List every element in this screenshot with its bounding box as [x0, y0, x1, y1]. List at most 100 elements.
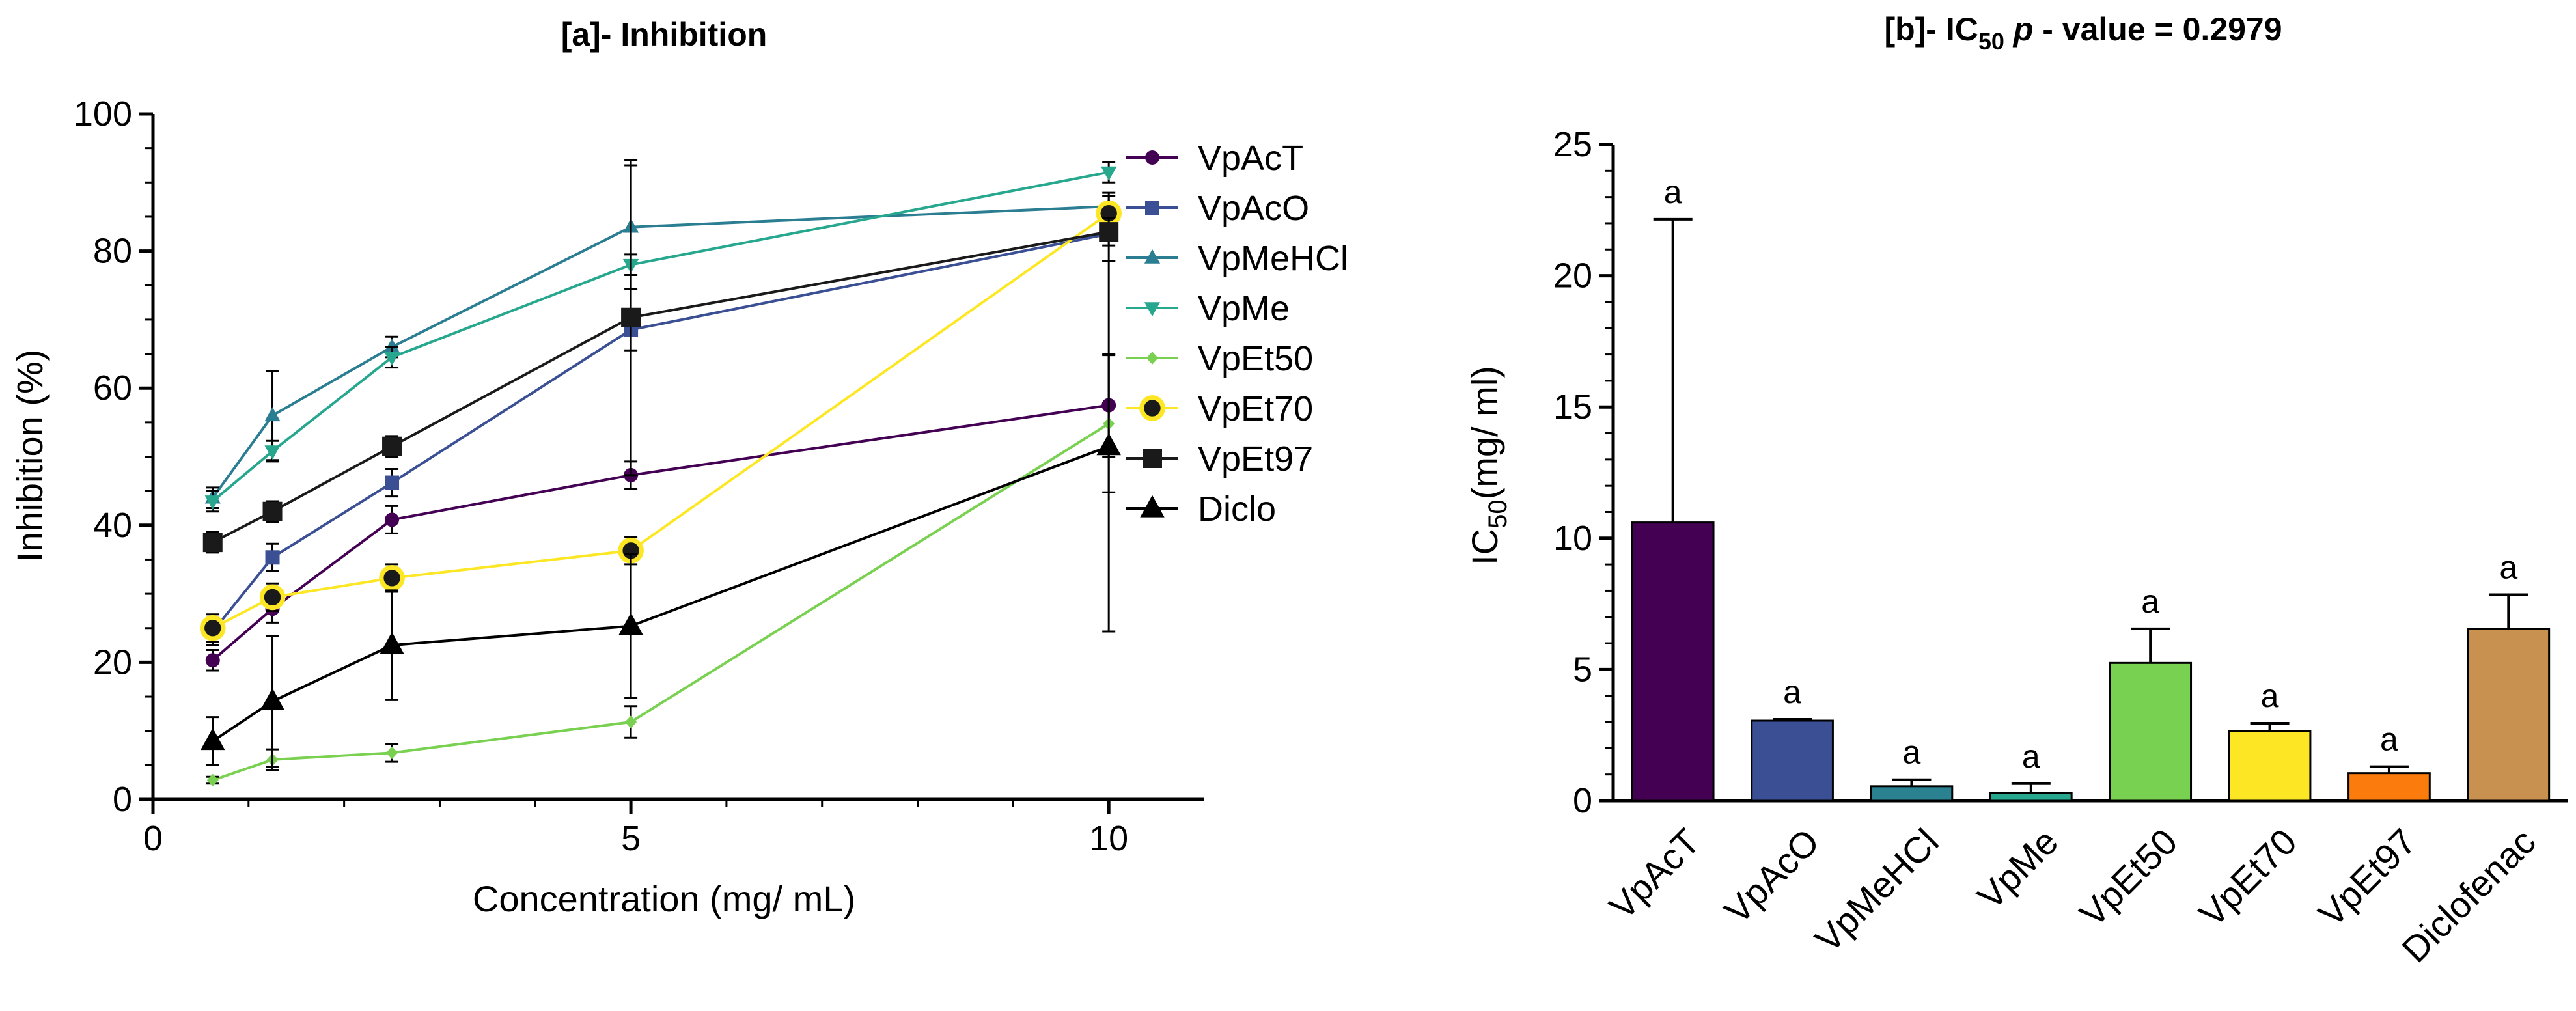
- panel-b-y-tick-label: 20: [1553, 256, 1592, 296]
- panel-b-ic50-chart: 0 5 10 15 20 25 a VpAcT a VpAcO a VpMeHCl a VpMe a VpEt…: [1553, 125, 2568, 970]
- sig-label-VpAcO: a: [1783, 674, 1801, 710]
- legend-label-VpMe: VpMe: [1198, 289, 1290, 328]
- marker-square: [1143, 449, 1162, 468]
- bar-group-VpEt97: a VpEt97: [2310, 721, 2431, 934]
- marker-circle: [385, 512, 400, 527]
- marker-ring: [199, 615, 226, 641]
- marker-square: [262, 501, 283, 521]
- marker-triangle-up: [1096, 433, 1121, 456]
- panel-a-x-tick-label: 10: [1089, 819, 1128, 858]
- series-line-VpAcT: [212, 404, 1109, 661]
- panel-a-inhibition-chart: 0 20 40 60 80 100 0 5 10 VpAcT VpAcO VpMeHCl VpMe VpE…: [74, 94, 1348, 858]
- marker-diamond: [1146, 352, 1158, 365]
- marker-triangle-down: [1101, 166, 1117, 181]
- marker-circle: [1145, 150, 1159, 165]
- series-line-VpEt70: [212, 212, 1110, 630]
- series-Diclo: [201, 260, 1121, 768]
- sig-label-VpEt70: a: [2261, 678, 2279, 714]
- x-category-label-VpMeHCl: VpMeHCl: [1807, 821, 1946, 960]
- legend-label-VpAcT: VpAcT: [1198, 139, 1303, 178]
- panel-b-ylabel-sub: 50: [1484, 499, 1512, 529]
- sig-label-VpMe: a: [2022, 738, 2040, 775]
- legend-label-VpEt97: VpEt97: [1198, 439, 1313, 478]
- marker-square: [385, 475, 400, 490]
- marker-diamond: [386, 746, 398, 760]
- marker-triangle-up: [380, 631, 404, 654]
- marker-square: [382, 436, 402, 456]
- panel-a-x-tick-label: 0: [143, 819, 163, 858]
- bar-group-VpEt50: a VpEt50: [2071, 583, 2193, 934]
- panel-b-title: [b]- IC50 p - value = 0.2979: [1884, 11, 2282, 55]
- x-category-label-VpEt97: VpEt97: [2310, 821, 2424, 934]
- series-VpAcT: [205, 353, 1116, 672]
- bar-group-VpEt70: a VpEt70: [2191, 678, 2312, 934]
- panel-b-y-tick-label: 0: [1573, 781, 1592, 820]
- marker-triangle-up: [201, 728, 225, 751]
- marker-triangle-up: [618, 613, 643, 635]
- marker-diamond: [206, 773, 219, 787]
- series-VpAcO: [205, 205, 1116, 646]
- sig-label-Diclofenac: a: [2499, 549, 2517, 585]
- panel-a-ylabel: Inhibition (%): [9, 350, 50, 562]
- marker-triangle-up: [1144, 249, 1161, 264]
- marker-ring: [1139, 395, 1165, 421]
- series-line-VpEt50: [212, 422, 1110, 782]
- legend-label-Diclo: Diclo: [1198, 490, 1276, 529]
- legend-label-VpEt70: VpEt70: [1198, 389, 1313, 428]
- marker-diamond: [625, 715, 637, 728]
- marker-triangle-up: [1140, 495, 1165, 518]
- marker-square: [265, 550, 280, 565]
- marker-triangle-down: [1144, 302, 1161, 317]
- series-VpEt50: [206, 354, 1116, 787]
- panel-b-ylabel: IC50(mg/ ml): [1464, 366, 1512, 565]
- legend-label-VpAcO: VpAcO: [1198, 189, 1309, 228]
- bar-VpEt97: [2347, 772, 2431, 802]
- marker-triangle-down: [383, 352, 400, 367]
- panel-b-y-tick-label: 15: [1553, 387, 1592, 426]
- bar-VpMeHCl: [1870, 785, 1954, 802]
- panel-a-y-tick-label: 40: [93, 506, 132, 545]
- series-line-VpMe: [212, 171, 1109, 503]
- series-line-Diclo: [212, 445, 1109, 743]
- marker-triangle-down: [204, 495, 221, 510]
- panel-a-title: [a]- Inhibition: [561, 16, 768, 53]
- series-line-VpAcO: [212, 232, 1109, 633]
- x-category-label-VpEt70: VpEt70: [2191, 821, 2304, 934]
- panel-a-y-tick-label: 0: [113, 780, 132, 819]
- bar-Diclofenac: [2467, 628, 2551, 802]
- panel-b-y-tick-label: 10: [1553, 519, 1592, 558]
- series-VpEt97: [202, 159, 1119, 554]
- panel-b-title-rest: - value = 0.2979: [2033, 11, 2282, 48]
- sig-label-VpMeHCl: a: [1903, 734, 1921, 771]
- panel-a-x-tick-label: 5: [621, 819, 641, 858]
- legend-label-VpEt50: VpEt50: [1198, 339, 1313, 378]
- series-VpMe: [204, 161, 1117, 513]
- sig-label-VpAcT: a: [1664, 174, 1682, 210]
- marker-triangle-down: [264, 445, 281, 460]
- bar-VpAcO: [1751, 719, 1834, 802]
- panel-b-title-space: [2004, 11, 2014, 48]
- legend-label-VpMeHCl: VpMeHCl: [1198, 239, 1348, 278]
- panel-a-y-tick-label: 80: [93, 232, 132, 271]
- x-category-label-VpAcO: VpAcO: [1716, 821, 1827, 932]
- panel-b-ylabel-rest: (mg/ ml): [1464, 366, 1505, 499]
- marker-square: [1145, 201, 1159, 215]
- bar-group-VpMe: a VpMe: [1969, 738, 2073, 917]
- sig-label-VpEt97: a: [2380, 721, 2398, 758]
- x-category-label-VpEt50: VpEt50: [2071, 821, 2185, 934]
- bar-VpEt50: [2109, 661, 2193, 802]
- panel-b-y-tick-label: 5: [1573, 650, 1592, 689]
- marker-square: [202, 533, 223, 553]
- marker-ring: [379, 565, 405, 591]
- marker-circle: [205, 653, 220, 668]
- panel-a-xlabel: Concentration (mg/ mL): [473, 878, 855, 919]
- panel-a-y-tick-label: 100: [74, 94, 132, 133]
- marker-triangle-up: [264, 407, 281, 422]
- marker-square: [621, 307, 641, 327]
- legend: VpAcT VpAcO VpMeHCl VpMe VpEt50 VpEt70 VpEt97 D…: [1126, 139, 1348, 529]
- x-category-label-VpMe: VpMe: [1969, 821, 2066, 917]
- bar-VpAcT: [1631, 521, 1715, 802]
- marker-ring: [259, 584, 286, 611]
